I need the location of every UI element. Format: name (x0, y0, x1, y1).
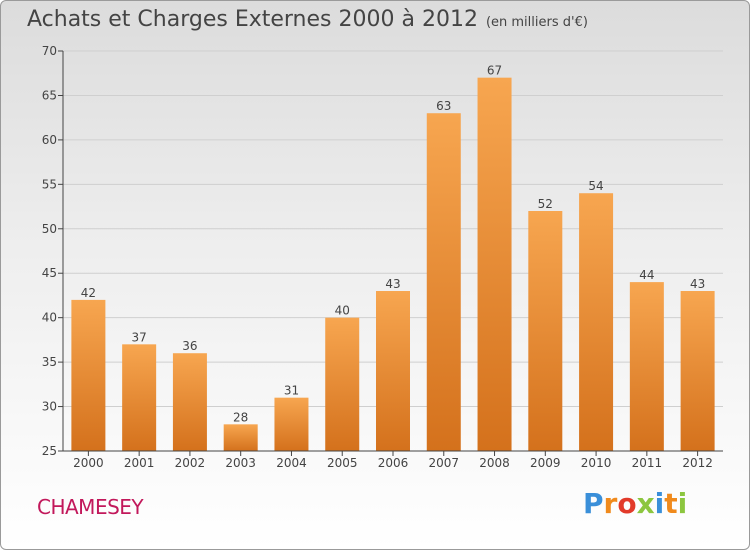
x-tick-label: 2006 (378, 456, 409, 470)
y-tick-label: 60 (42, 133, 57, 147)
bar-2000 (71, 299, 106, 451)
bar-2006 (376, 291, 410, 451)
x-tick-label: 2011 (632, 456, 663, 470)
logo-letter: i (677, 487, 688, 520)
x-tick-label: 2004 (276, 456, 307, 470)
bar-value-label: 36 (182, 339, 197, 353)
axis-layer: 25 30 35 40 45 50 55 60 65 70 2000 2001 2002 2003 2004… (42, 44, 723, 470)
bar-value-label: 43 (385, 277, 400, 291)
bar-2005 (325, 317, 360, 451)
bar-2012 (680, 291, 715, 451)
bar-2001 (122, 344, 157, 451)
bar-2010 (579, 193, 614, 451)
bar-value-label: 40 (335, 304, 350, 318)
logo-letter: i (654, 487, 665, 520)
bar-value-label: 37 (132, 330, 147, 344)
bar-2008 (477, 77, 512, 452)
y-tick-label: 45 (42, 266, 57, 280)
bar-value-label: 63 (436, 99, 451, 113)
logo-letter: o (617, 487, 637, 520)
logo-letter: P (583, 487, 604, 520)
y-tick-label: 50 (42, 222, 57, 236)
x-tick-label: 2008 (479, 456, 510, 470)
bar-value-label: 42 (81, 286, 96, 300)
x-tick-label: 2012 (682, 456, 713, 470)
y-tick-label: 25 (42, 444, 57, 458)
y-tick-label: 40 (42, 311, 57, 325)
bar-value-label: 44 (639, 268, 654, 282)
commune-name: CHAMESEY (37, 495, 144, 519)
bar-value-label: 67 (487, 64, 502, 78)
bar-value-label: 54 (588, 179, 603, 193)
x-tick-label: 2009 (530, 456, 561, 470)
y-tick-label: 65 (42, 88, 57, 102)
bar-value-label: 31 (284, 384, 299, 398)
x-tick-label: 2005 (327, 456, 358, 470)
y-tick-label: 55 (42, 177, 57, 191)
chart-title: Achats et Charges Externes 2000 à 2012 (e… (27, 7, 588, 32)
bar-value-label: 52 (538, 197, 553, 211)
bar-2011 (629, 282, 664, 451)
chart-title-text: Achats et Charges Externes 2000 à 2012 (27, 7, 478, 32)
x-tick-label: 2001 (124, 456, 155, 470)
logo-letter: r (603, 487, 618, 520)
x-tick-label: 2002 (175, 456, 206, 470)
x-tick-label: 2010 (581, 456, 612, 470)
bar-2003 (223, 424, 258, 451)
chart-unit: (en milliers d'€) (485, 15, 588, 30)
logo-letter: x (636, 487, 655, 520)
bar-value-label: 28 (233, 410, 248, 424)
y-tick-label: 70 (42, 44, 57, 58)
x-tick-label: 2003 (225, 456, 256, 470)
bar-2007 (426, 113, 461, 451)
bar-layer: 42 37 36 28 31 40 43 63 67 52 54 44 43 (71, 64, 715, 452)
proxiti-logo[interactable]: Proxiti (583, 487, 687, 520)
x-tick-label: 2007 (428, 456, 459, 470)
y-tick-label: 30 (42, 400, 57, 414)
x-tick-label: 2000 (73, 456, 104, 470)
bar-value-label: 43 (690, 277, 705, 291)
bar-2002 (172, 353, 207, 451)
bar-2009 (528, 211, 563, 451)
logo-letter: t (664, 487, 678, 520)
y-tick-label: 35 (42, 355, 57, 369)
bar-2004 (274, 397, 309, 451)
